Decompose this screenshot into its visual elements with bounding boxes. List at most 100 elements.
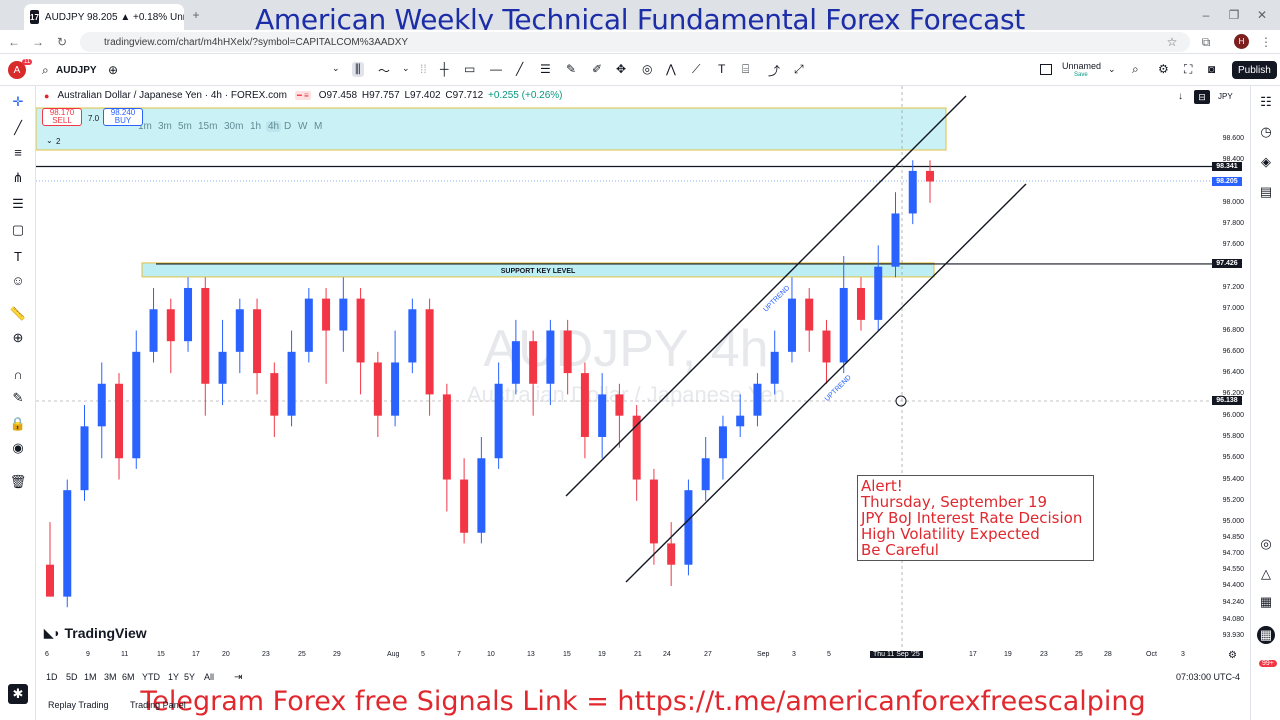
restore-icon[interactable]: ❐ [1228, 8, 1240, 22]
notifications-badge: 99+ [1259, 660, 1277, 667]
chat-icon[interactable]: ▤ [1259, 184, 1273, 199]
search-icon[interactable]: ⌕ [42, 63, 49, 77]
symbol-search[interactable]: AUDJPY [56, 65, 97, 76]
legend-menu-icon[interactable]: ━ ≡ [295, 91, 311, 100]
shapes-icon[interactable]: ▢ [11, 222, 25, 237]
range-All[interactable]: All [204, 672, 215, 682]
reload-icon[interactable]: ↻ [56, 35, 68, 49]
user-avatar[interactable]: A [8, 61, 26, 79]
settings-gear-icon[interactable]: ⚙ [1158, 62, 1169, 76]
snapshot-camera-icon[interactable]: ◙ [1208, 62, 1216, 76]
forward-icon[interactable]: → [32, 35, 44, 49]
range-1Y[interactable]: 1Y [168, 672, 180, 682]
layout-dropdown-icon[interactable]: ⌄ [1108, 64, 1116, 74]
range-3M[interactable]: 3M [104, 672, 117, 682]
back-icon[interactable]: ← [8, 35, 20, 49]
alert-line: High Volatility Expected [861, 525, 1040, 543]
range-6M[interactable]: 6M [122, 672, 135, 682]
ideas-icon[interactable]: △ [1261, 566, 1271, 581]
layout-name[interactable]: Unnamed [1062, 61, 1102, 71]
text-icon[interactable]: T [14, 248, 22, 264]
pen-tool-icon[interactable]: ✐ [592, 62, 603, 76]
line-chart-icon[interactable]: 〜 [378, 64, 391, 78]
trend-line-icon[interactable]: ╱ [516, 62, 524, 76]
collapse-chevron-icon[interactable]: ⌄ [46, 136, 53, 145]
bookmark-star-icon[interactable]: ☆ [1166, 35, 1178, 49]
alerts-clock-icon[interactable]: ◷ [1260, 124, 1272, 139]
quick-search-icon[interactable]: ⌕ [1132, 62, 1139, 76]
range-1M[interactable]: 1M [84, 672, 97, 682]
date-range-icon[interactable]: ⇥ [234, 672, 243, 683]
crosshair-tool-icon[interactable]: ┼ [440, 62, 449, 76]
layout-checkbox[interactable] [1040, 64, 1052, 75]
grid-apps-icon[interactable]: ▦ [1257, 626, 1275, 644]
time-readout[interactable]: 07:03:00 UTC-4 [1176, 672, 1241, 682]
watchlist-icon[interactable]: ☷ [1260, 94, 1272, 109]
url-field[interactable]: tradingview.com/chart/m4hHXelx/?symbol=C… [80, 32, 1190, 52]
ray-tool-icon[interactable]: ⤢ [794, 62, 804, 76]
price-chart[interactable]: SUPPORT KEY LEVEL AUDJPY, 4h Australian Do… [36, 86, 1250, 652]
browser-tab-bar: 17 AUDJPY 98.205 ▲ +0.18% Unn ✕ + – ❐ ✕ [0, 0, 1280, 30]
currency-selector[interactable]: JPY [1218, 92, 1233, 101]
circle-tool-icon[interactable]: ◎ [642, 62, 653, 76]
lock-drawing-icon[interactable]: ✎ [12, 390, 24, 405]
rectangle-tool-icon[interactable]: ▭ [464, 62, 476, 76]
wave-tool-icon[interactable]: ⋀ [666, 62, 676, 76]
horizontal-line-icon[interactable]: — [490, 62, 502, 76]
browser-tab[interactable]: 17 AUDJPY 98.205 ▲ +0.18% Unn ✕ [24, 4, 184, 30]
trading-panel-tab[interactable]: Trading Panel [130, 700, 186, 710]
chart-type-dropdown-icon[interactable]: ⌄ [402, 63, 410, 73]
fib-retracement-icon[interactable]: ☰ [12, 196, 24, 211]
price-axis[interactable]: 98.600 98.400 98.000 97.800 97.600 97.200 97.0… [1212, 105, 1248, 650]
close-window-icon[interactable]: ✕ [1256, 8, 1268, 22]
text-tool-icon[interactable]: T [718, 62, 726, 76]
replay-trading-tab[interactable]: Replay Trading [48, 700, 109, 710]
brush-tool-icon[interactable]: ✎ [566, 62, 577, 76]
layers-icon[interactable]: ◈ [1261, 154, 1271, 169]
pitchfork-icon[interactable]: ⋔ [12, 170, 24, 185]
axis-settings-icon[interactable]: ⚙ [1228, 650, 1237, 661]
magnet-icon[interactable]: ∩ [13, 366, 23, 382]
watermark-name: Australian Dollar / Japanese Yen [467, 382, 785, 407]
ruler-icon[interactable]: 📏 [9, 306, 27, 321]
lock-icon[interactable]: 🔒 [9, 416, 27, 431]
range-5Y[interactable]: 5Y [184, 672, 196, 682]
candles-type-icon[interactable]: ⫼ [352, 62, 364, 77]
range-YTD[interactable]: YTD [142, 672, 160, 682]
browser-menu-icon[interactable]: ⋮ [1260, 35, 1272, 49]
legend-title: Australian Dollar / Japanese Yen · 4h · … [57, 90, 287, 101]
fib-tool-icon[interactable]: ☰ [540, 62, 551, 76]
brokers-icon[interactable]: ✱ [8, 684, 28, 704]
emoji-icon[interactable]: ☺ [11, 272, 25, 288]
trendline-icon[interactable]: ╱ [14, 120, 22, 135]
target-icon[interactable]: ◎ [1260, 536, 1272, 551]
timeframe-dropdown-icon[interactable]: ⌄ [332, 63, 340, 73]
range-1D[interactable]: 1D [46, 672, 58, 682]
candle-body [442, 394, 451, 480]
publish-button[interactable]: Publish [1232, 61, 1277, 79]
fullscreen-icon[interactable]: ⛶ [1184, 62, 1193, 76]
note-tool-icon[interactable]: ⌸ [742, 62, 750, 76]
calendar-icon[interactable]: ▦ [1259, 594, 1273, 609]
price-tick: 97.600 [1222, 241, 1244, 249]
indicators-icon[interactable]: ⁞⁞ [420, 62, 427, 76]
telegram-banner: Telegram Forex free Signals Link = https… [140, 686, 1146, 717]
object-tree-icon[interactable]: ⊟ [1194, 90, 1210, 104]
scroll-down-icon[interactable]: ↓ [1178, 91, 1183, 102]
extensions-icon[interactable]: ⧉ [1201, 34, 1211, 49]
compare-plus-icon[interactable]: ⊕ [108, 63, 119, 77]
profile-avatar[interactable]: H [1234, 34, 1249, 49]
path-tool-icon[interactable]: ⟋ [692, 62, 701, 76]
new-tab-icon[interactable]: + [192, 8, 200, 22]
visibility-eye-icon[interactable]: ◉ [12, 440, 24, 455]
anchor-tool-icon[interactable]: ⤴ [768, 64, 781, 78]
zoom-icon[interactable]: ⊕ [12, 330, 24, 345]
horizontal-lines-icon[interactable]: ≡ [14, 144, 22, 160]
trash-icon[interactable]: 🗑 [9, 474, 27, 489]
sell-button[interactable]: 98.170 SELL [42, 108, 82, 126]
pattern-tool-icon[interactable]: ✥ [616, 62, 627, 76]
buy-button[interactable]: 98.240 BUY [103, 108, 143, 126]
range-5D[interactable]: 5D [66, 672, 78, 682]
minimize-icon[interactable]: – [1202, 8, 1210, 22]
cursor-cross-icon[interactable]: ✛ [12, 94, 24, 109]
